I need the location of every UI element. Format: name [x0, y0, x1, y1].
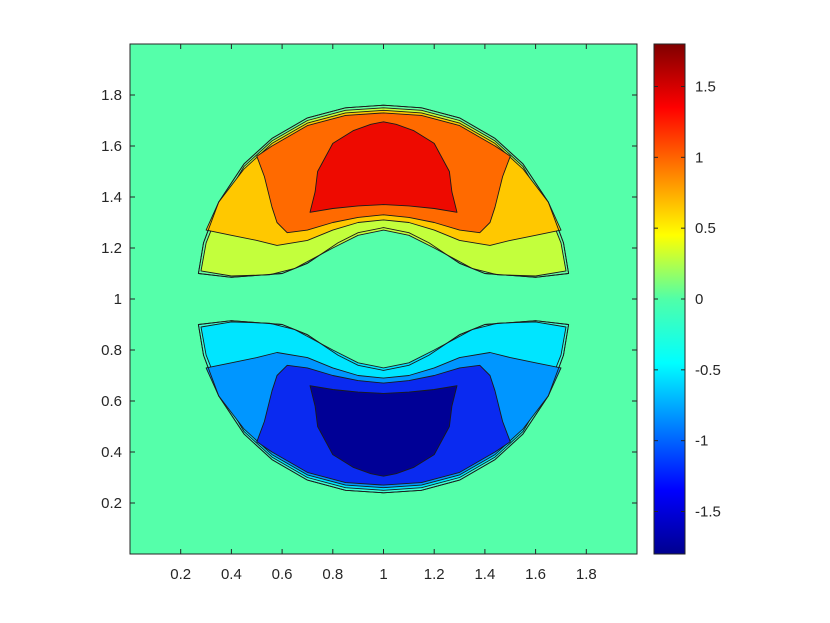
colorbar-tick-label: -1.5	[695, 504, 721, 521]
lower-lobe	[197, 320, 570, 494]
plot-area	[129, 43, 638, 555]
contour-band-1-4	[309, 385, 458, 477]
colorbar-gradient	[654, 44, 685, 554]
y-tick-label: 0.6	[101, 393, 122, 410]
colorbar-tick-label: 0.5	[695, 220, 716, 237]
colorbar-tick-label: 1	[695, 149, 703, 166]
x-tick-label: 1.8	[576, 566, 597, 583]
colorbar-tick-label: -0.5	[695, 362, 721, 379]
colorbar-tick-label: -1	[695, 433, 708, 450]
y-tick-label: 1	[114, 291, 122, 308]
x-tick-label: 0.8	[322, 566, 343, 583]
colorbar-ticks: -1.5 -1 -0.5 0 0.5 1 1.5	[654, 79, 721, 521]
y-tick-label: 1.6	[101, 138, 122, 155]
y-axis: 0.2 0.4 0.6 0.8 1 1.2 1.4 1.6 1.8	[101, 87, 637, 512]
contour-band-0-4	[309, 121, 458, 213]
y-tick-label: 0.4	[101, 444, 122, 461]
x-tick-label: 1.6	[525, 566, 546, 583]
y-tick-label: 1.8	[101, 87, 122, 104]
y-tick-label: 1.2	[101, 240, 122, 257]
x-axis: 0.2 0.4 0.6 0.8 1 1.2 1.4 1.6 1.8	[170, 44, 597, 583]
x-tick-label: 1.2	[424, 566, 445, 583]
colorbar: -1.5 -1 -0.5 0 0.5 1 1.5	[653, 43, 721, 555]
colorbar-tick-label: 0	[695, 291, 703, 308]
x-tick-label: 1.4	[474, 566, 495, 583]
x-tick-label: 0.6	[272, 566, 293, 583]
x-tick-label: 0.2	[170, 566, 191, 583]
upper-lobe	[197, 104, 570, 278]
y-tick-label: 1.4	[101, 189, 122, 206]
contour-line-0-0	[197, 104, 570, 278]
y-tick-label: 0.2	[101, 495, 122, 512]
x-tick-label: 1	[379, 566, 387, 583]
y-tick-label: 0.8	[101, 342, 122, 359]
contour-regions	[197, 104, 570, 494]
x-tick-label: 0.4	[221, 566, 242, 583]
contour-line-1-0	[197, 320, 570, 494]
colorbar-tick-label: 1.5	[695, 79, 716, 96]
